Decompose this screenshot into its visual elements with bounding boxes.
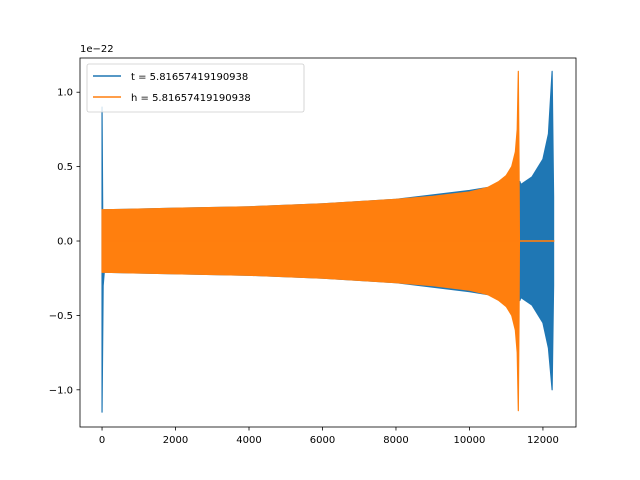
legend-label-h: h = 5.81657419190938 <box>131 93 251 104</box>
y-tick-label: −0.5 <box>49 311 73 322</box>
y-axis: −1.0 −0.5 0.0 0.5 1.0 <box>49 88 80 396</box>
x-tick-label: 10000 <box>454 435 486 446</box>
axes-frame <box>79 57 577 428</box>
x-tick-label: 12000 <box>527 435 559 446</box>
x-tick-label: 8000 <box>383 435 408 446</box>
y-tick-label: 0.5 <box>57 162 73 173</box>
y-tick-label: 1.0 <box>57 88 73 99</box>
plot-area <box>101 70 555 413</box>
legend-box <box>86 63 305 113</box>
x-tick-label: 4000 <box>236 435 261 446</box>
x-tick-label: 6000 <box>310 435 335 446</box>
x-axis: 0 2000 4000 6000 8000 10000 12000 <box>99 427 559 446</box>
y-tick-label: −1.0 <box>49 385 73 396</box>
legend: t = 5.81657419190938 h = 5.8165741919093… <box>86 63 305 113</box>
y-offset-text: 1e−22 <box>80 44 114 55</box>
legend-label-t: t = 5.81657419190938 <box>131 72 248 83</box>
series-layer <box>101 70 555 413</box>
x-tick-label: 0 <box>99 435 105 446</box>
x-tick-label: 2000 <box>163 435 188 446</box>
y-tick-label: 0.0 <box>57 237 73 248</box>
